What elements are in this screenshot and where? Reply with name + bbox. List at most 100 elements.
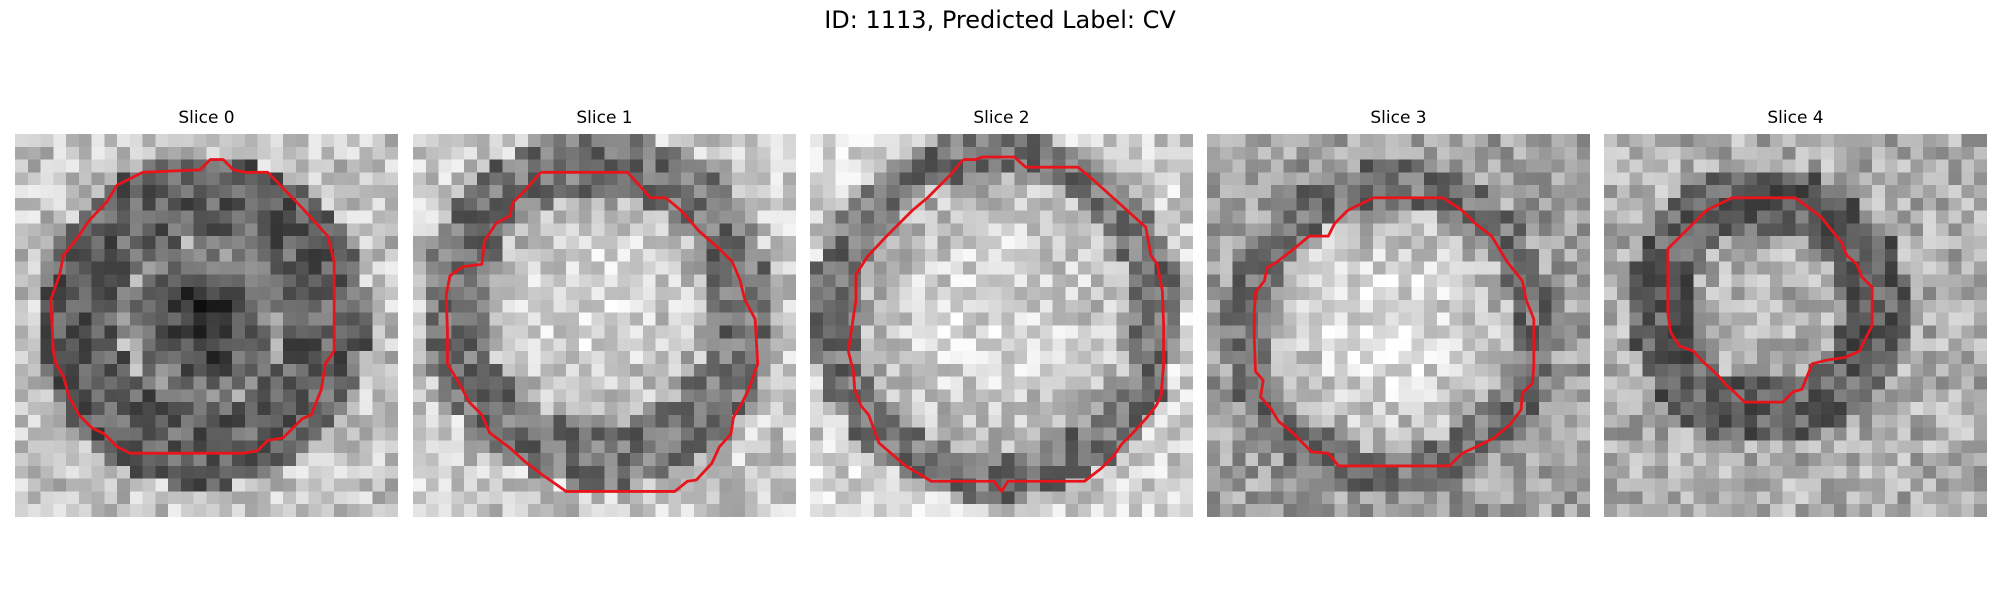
pixel <box>1616 236 1630 250</box>
pixel <box>1744 185 1758 199</box>
pixel <box>1180 274 1193 288</box>
pixel <box>438 146 452 160</box>
pixel <box>1718 146 1732 160</box>
pixel <box>1859 376 1873 390</box>
pixel <box>321 146 335 160</box>
pixel <box>1897 274 1911 288</box>
pixel <box>1513 134 1527 148</box>
pixel <box>27 159 41 173</box>
pixel <box>937 185 951 199</box>
pixel <box>591 414 605 428</box>
pixel <box>27 414 41 428</box>
pixel <box>1680 172 1694 186</box>
pixel <box>1706 376 1720 390</box>
pixel <box>1731 197 1745 211</box>
pixel <box>1462 159 1476 173</box>
pixel <box>1808 146 1822 160</box>
pixel <box>861 363 875 377</box>
pixel <box>693 248 707 262</box>
pixel <box>835 210 849 224</box>
pixel <box>1232 172 1246 186</box>
pixel <box>425 134 439 148</box>
pixel <box>372 274 386 288</box>
pixel <box>681 440 695 454</box>
pixel <box>1655 389 1669 403</box>
pixel <box>1693 299 1707 313</box>
pixel <box>1526 491 1540 505</box>
pixel <box>66 325 80 339</box>
pixel <box>515 236 529 250</box>
pixel <box>66 491 80 505</box>
pixel <box>308 338 322 352</box>
pixel <box>1167 248 1181 262</box>
pixel <box>1141 478 1155 492</box>
pixel <box>1207 159 1221 173</box>
pixel <box>1001 453 1015 467</box>
pixel <box>1577 389 1590 403</box>
pixel <box>346 363 360 377</box>
pixel <box>1935 491 1949 505</box>
pixel <box>1321 185 1335 199</box>
pixel <box>1693 185 1707 199</box>
pixel <box>1757 274 1771 288</box>
pixel <box>1744 440 1758 454</box>
pixel <box>617 274 631 288</box>
pixel <box>1449 185 1463 199</box>
pixel <box>1487 312 1501 326</box>
pixel <box>1693 389 1707 403</box>
pixel <box>1270 389 1284 403</box>
pixel <box>1372 159 1386 173</box>
pixel <box>1667 504 1681 517</box>
pixel <box>515 261 529 275</box>
pixel <box>693 325 707 339</box>
pixel <box>489 402 503 416</box>
pixel <box>1577 210 1590 224</box>
pixel <box>502 376 516 390</box>
pixel <box>744 427 758 441</box>
pixel <box>1014 210 1028 224</box>
pixel <box>193 325 207 339</box>
pixel <box>1039 134 1053 148</box>
pixel <box>1693 363 1707 377</box>
pixel <box>1141 159 1155 173</box>
pixel <box>219 159 233 173</box>
pixel <box>142 491 156 505</box>
pixel <box>1385 338 1399 352</box>
pixel <box>1360 414 1374 428</box>
pixel <box>950 236 964 250</box>
pixel <box>848 248 862 262</box>
pixel <box>1757 248 1771 262</box>
pixel <box>1475 504 1489 517</box>
pixel <box>1283 325 1297 339</box>
pixel <box>1090 312 1104 326</box>
pixel <box>1667 210 1681 224</box>
pixel <box>1027 389 1041 403</box>
pixel <box>1577 465 1590 479</box>
pixel <box>988 172 1002 186</box>
pixel <box>1001 491 1015 505</box>
pixel <box>693 427 707 441</box>
pixel <box>1948 440 1962 454</box>
pixel <box>1910 299 1924 313</box>
pixel <box>155 197 169 211</box>
pixel <box>604 299 618 313</box>
pixel <box>1052 402 1066 416</box>
pixel <box>1526 236 1540 250</box>
pixel <box>1270 427 1284 441</box>
pixel <box>1296 172 1310 186</box>
pixel <box>1475 274 1489 288</box>
pixel <box>1833 159 1847 173</box>
pixel <box>578 440 592 454</box>
pixel <box>1321 172 1335 186</box>
pixel <box>988 159 1002 173</box>
pixel <box>413 389 427 403</box>
pixel <box>372 197 386 211</box>
pixel <box>1283 504 1297 517</box>
pixel <box>1296 427 1310 441</box>
pixel <box>1616 453 1630 467</box>
pixel <box>1027 185 1041 199</box>
pixel <box>630 351 644 365</box>
pixel <box>1551 402 1565 416</box>
pixel <box>1065 491 1079 505</box>
pixel <box>359 363 373 377</box>
